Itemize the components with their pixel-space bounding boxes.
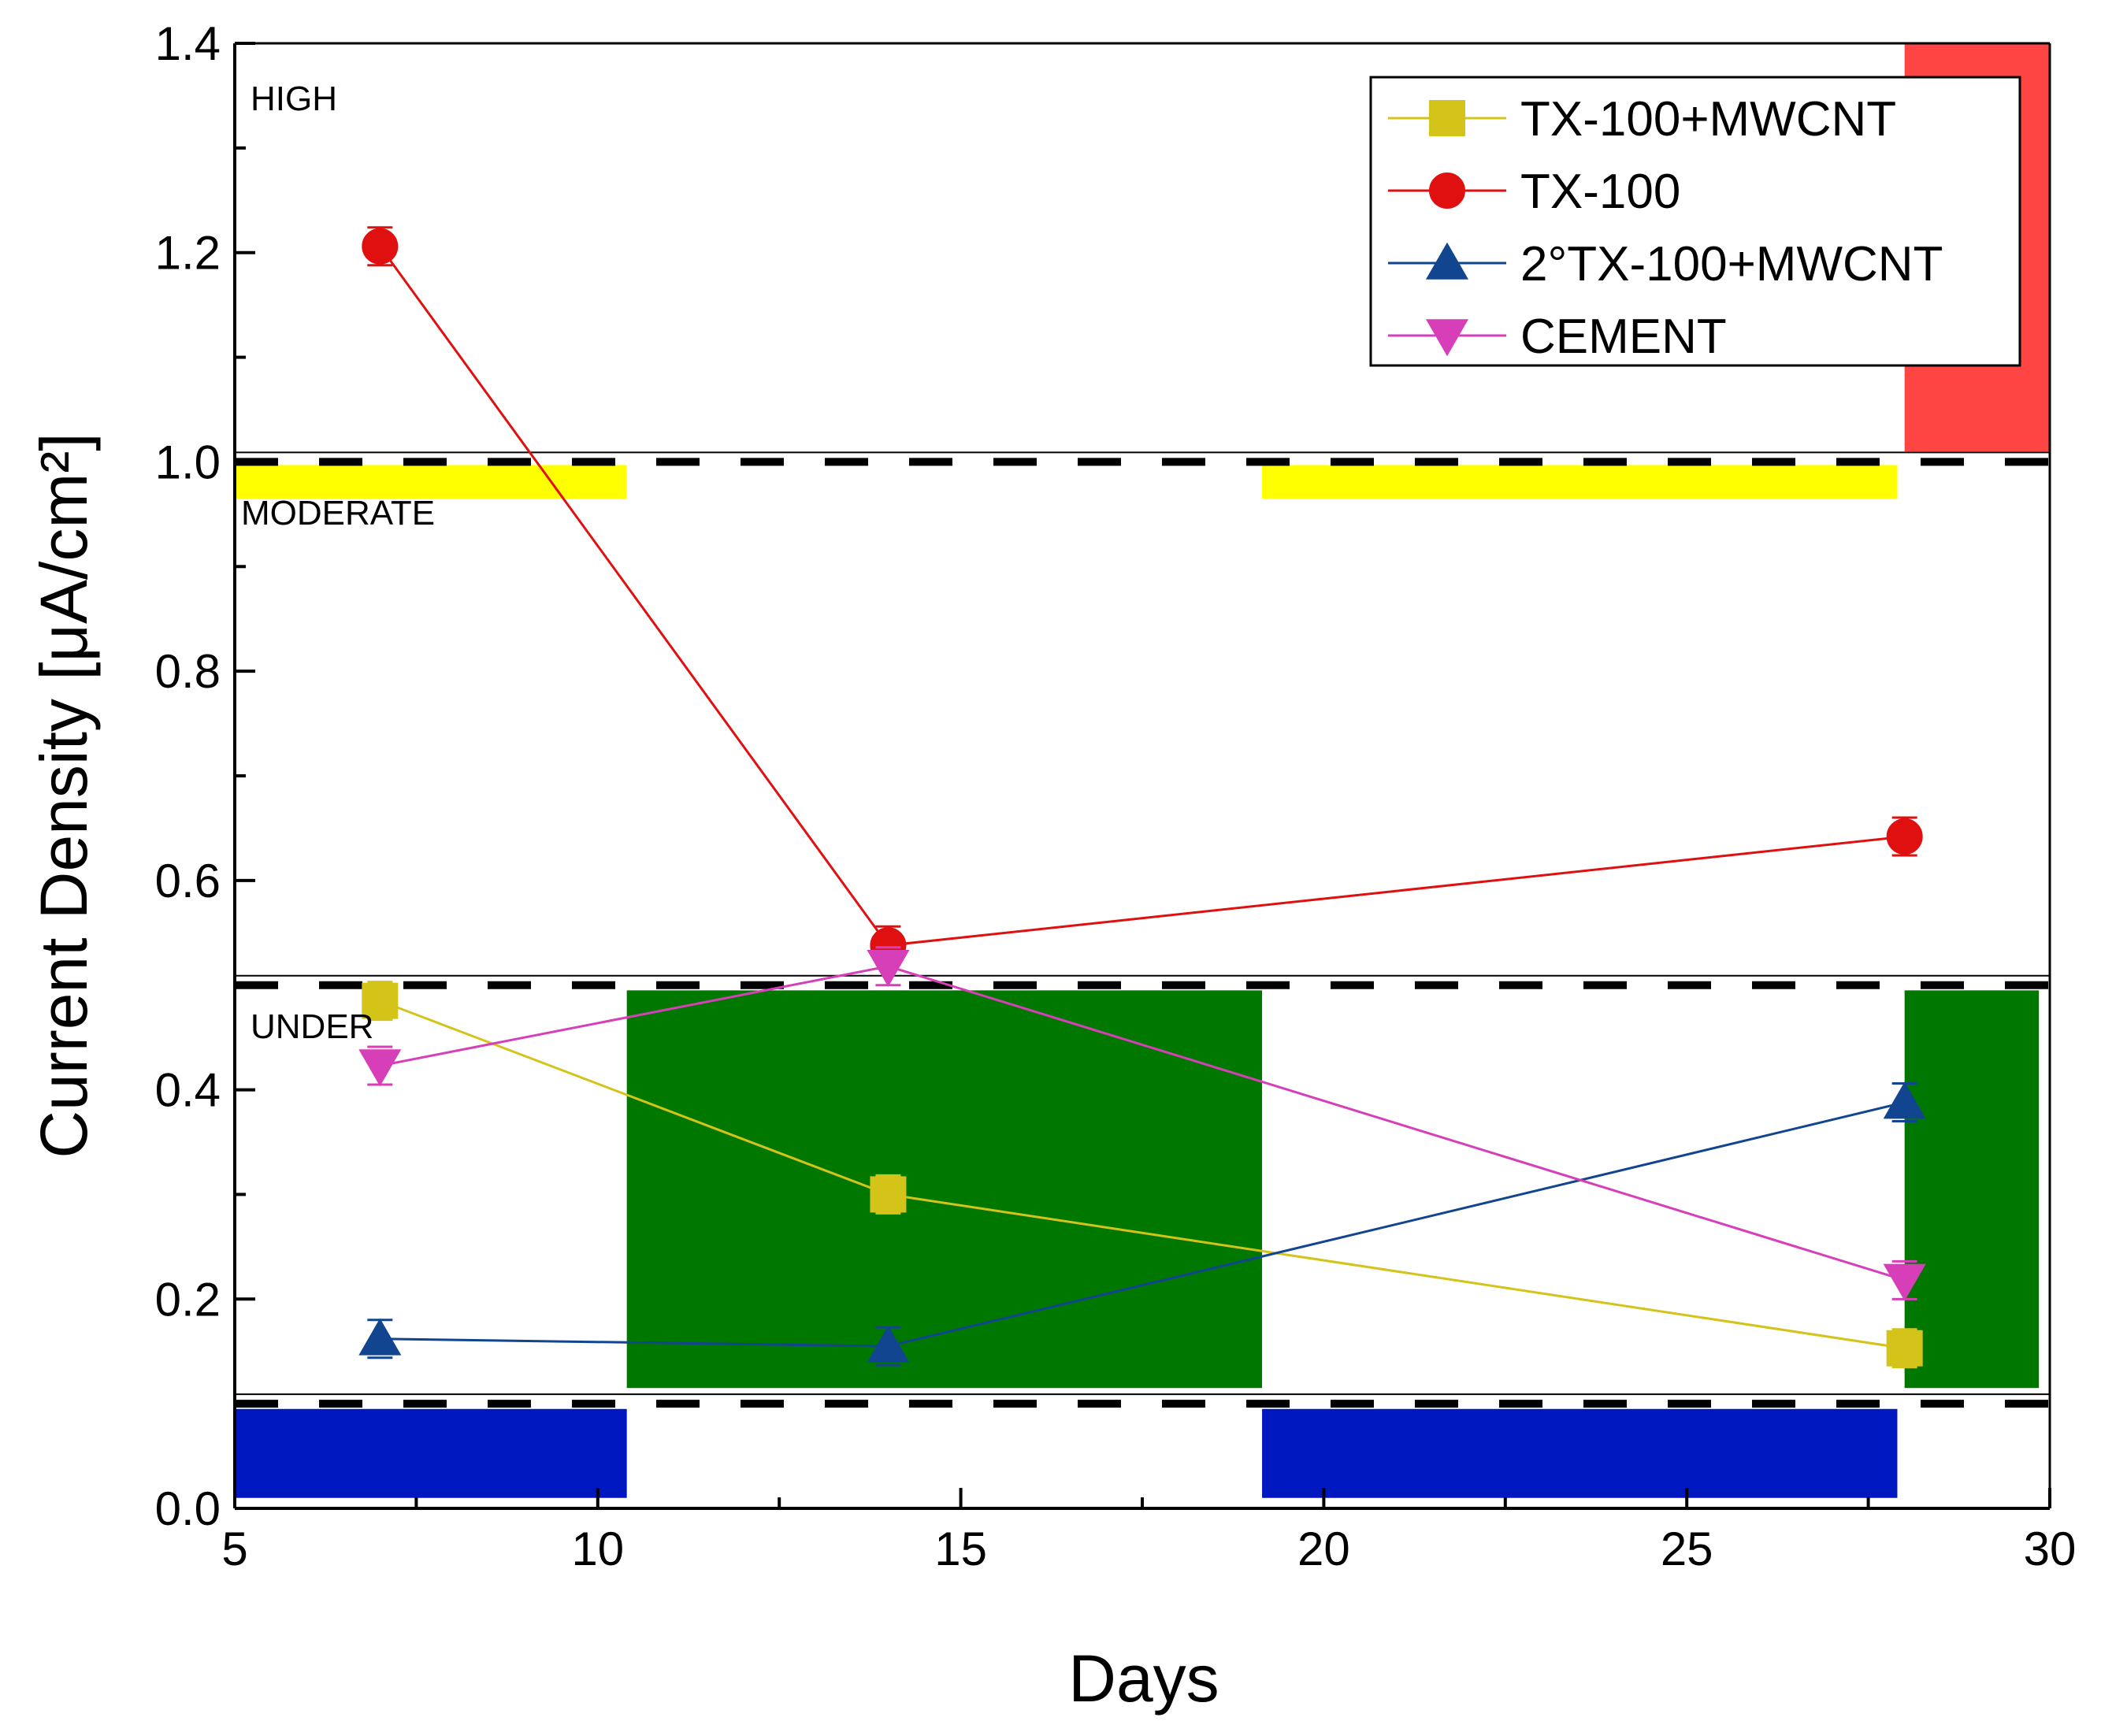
y-tick-label-0: 0.0	[155, 1482, 221, 1535]
overlay-band-0	[235, 465, 627, 499]
legend-label-3: CEMENT	[1520, 310, 1727, 364]
zone-label-high: HIGH	[251, 80, 337, 118]
x-tick-label-2: 15	[934, 1523, 987, 1575]
y-tick-label-7: 1.4	[155, 17, 221, 70]
overlay-band-1	[1262, 465, 1898, 499]
y-tick-label-5: 1.0	[155, 436, 221, 488]
data-point-2-0	[358, 1318, 402, 1356]
threshold-lines	[235, 451, 2050, 1408]
legend: TX-100+MWCNT TX-100 2°TX-100+MWCNT CEMENT	[1369, 76, 2021, 367]
data-point-2-2	[1883, 1081, 1926, 1119]
zone-label-moderate: MODERATE	[241, 494, 435, 532]
data-point-2-1	[867, 1325, 910, 1363]
data-point-3-1	[867, 950, 910, 988]
y-tick-label-6: 1.2	[155, 227, 221, 280]
x-tick-label-4: 25	[1661, 1523, 1713, 1575]
data-series	[358, 226, 1926, 1369]
x-tick-label-3: 20	[1297, 1523, 1350, 1575]
zone-label-under: UNDER	[251, 1007, 373, 1046]
legend-box	[1369, 76, 2021, 367]
overlay-band-6	[1262, 1408, 1898, 1498]
data-point-0-2	[1886, 1330, 1923, 1367]
overlay-band-3	[626, 990, 1263, 1389]
data-point-3-2	[1883, 1263, 1926, 1301]
data-point-0-0	[362, 982, 399, 1019]
y-tick-label-4: 0.8	[155, 645, 221, 698]
legend-label-0: TX-100+MWCNT	[1520, 92, 1896, 147]
overlay-bands	[235, 43, 2050, 1498]
y-tick-label-2: 0.4	[155, 1064, 221, 1117]
legend-label-1: TX-100	[1520, 165, 1680, 219]
data-point-3-0	[358, 1049, 402, 1087]
x-axis-title: Days	[1068, 1641, 1219, 1716]
x-tick-label-0: 5	[221, 1523, 247, 1575]
data-point-0-1	[870, 1176, 907, 1213]
y-tick-label-1: 0.2	[155, 1273, 221, 1326]
overlay-band-5	[235, 1408, 627, 1498]
x-tick-label-5: 30	[2024, 1523, 2077, 1575]
legend-marker-3	[1425, 319, 1469, 357]
legend-marker-1	[1429, 172, 1465, 209]
y-axis-title: Current Density [μA/cm²]	[27, 432, 101, 1158]
data-point-1-0	[362, 228, 399, 265]
x-tick-label-1: 10	[571, 1523, 624, 1575]
y-tick-label-3: 0.6	[155, 855, 221, 907]
legend-marker-2	[1425, 242, 1469, 280]
legend-label-2: 2°TX-100+MWCNT	[1520, 237, 1943, 291]
data-point-1-2	[1886, 818, 1923, 855]
legend-marker-0	[1429, 100, 1465, 136]
overlay-band-4	[1904, 990, 2040, 1389]
axes: 5 10 15 20 25 30 0.0 0.2 0.4 0.6 0.8 1.0 1.2 1.4	[155, 17, 2077, 1575]
